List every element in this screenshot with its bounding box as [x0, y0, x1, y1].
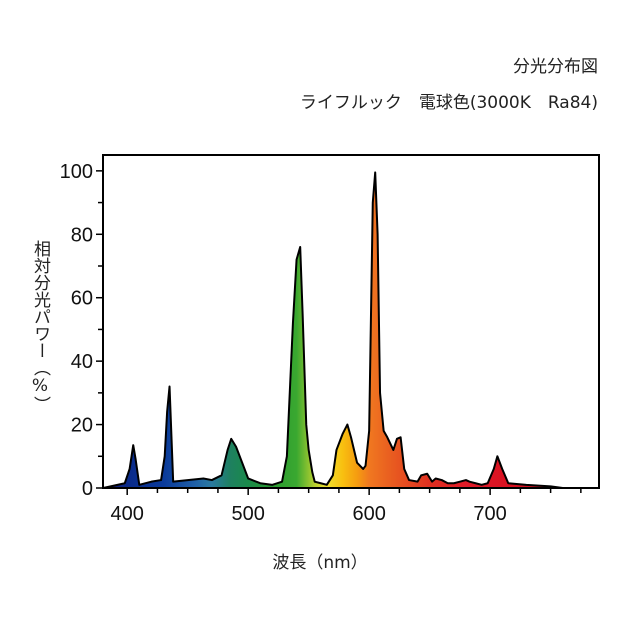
chart-title: 分光分布図 — [513, 57, 598, 77]
y-tick-label: 0 — [82, 478, 93, 500]
chart-subtitle: ライフルック 電球色(3000K Ra84) — [299, 93, 598, 113]
y-tick-label: 40 — [71, 351, 93, 373]
x-axis-label: 波長（nm） — [272, 553, 368, 573]
y-tick-label: 20 — [71, 415, 93, 437]
y-tick-label: 80 — [71, 224, 93, 246]
spectrum-area — [103, 172, 587, 488]
plot-frame — [102, 154, 600, 489]
x-tick-label: 400 — [111, 503, 144, 525]
x-tick-label: 600 — [352, 503, 385, 525]
x-tick-label: 700 — [473, 503, 506, 525]
x-tick-label: 500 — [231, 503, 264, 525]
y-tick-label: 60 — [71, 288, 93, 310]
spectrum-line — [103, 171, 587, 488]
y-axis-label: 相対分光パワー（%） — [30, 240, 50, 413]
y-tick-label: 100 — [60, 161, 93, 183]
